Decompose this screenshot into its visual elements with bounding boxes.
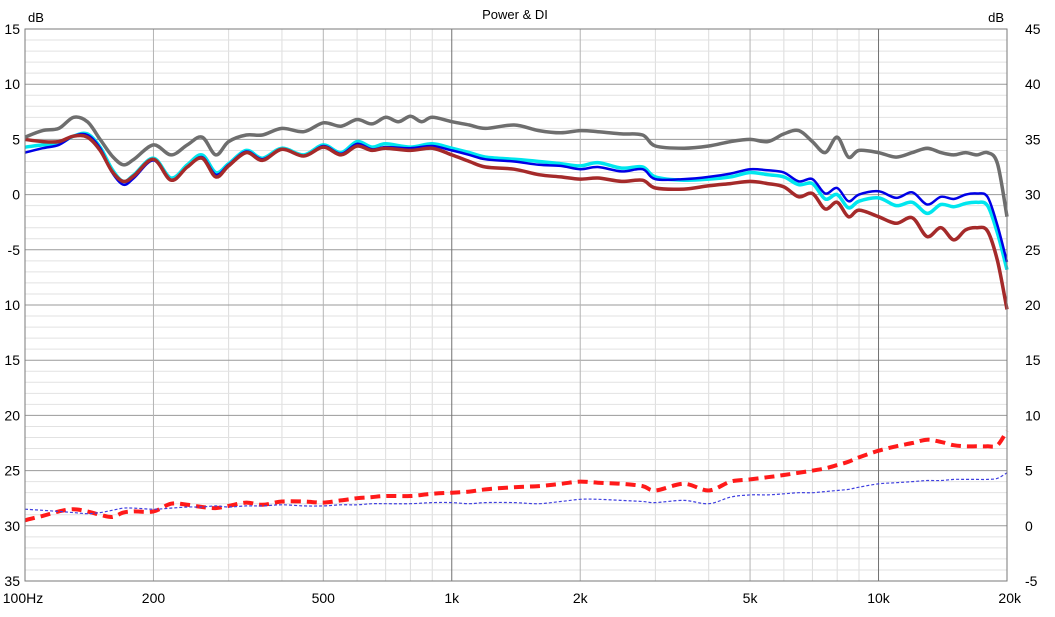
x-axis-ticks: 100Hz 200 500 1k 2k 5k 10k 20k [3, 590, 1022, 606]
left-tick-label: 15 [4, 352, 20, 368]
right-tick-label: -5 [1025, 573, 1038, 589]
x-tick-label: 100Hz [3, 590, 43, 606]
right-tick-label: 10 [1025, 407, 1041, 423]
right-tick-label: 25 [1025, 242, 1041, 258]
left-axis-unit: dB [28, 10, 44, 25]
left-tick-label: 10 [4, 297, 20, 313]
right-axis-ticks: 45 40 35 30 25 20 15 10 5 0 -5 [1025, 21, 1041, 589]
left-tick-label: 35 [4, 573, 20, 589]
left-tick-label: -5 [8, 242, 21, 258]
plot-frame [24, 28, 1008, 582]
x-tick-label: 1k [444, 590, 460, 606]
right-tick-label: 30 [1025, 187, 1041, 203]
left-tick-label: 30 [4, 518, 20, 534]
left-axis-ticks: 15 10 5 0 -5 10 15 20 25 30 35 [4, 21, 20, 589]
series-line-4 [24, 429, 1009, 523]
right-tick-label: 35 [1025, 131, 1041, 147]
left-tick-label: 5 [12, 131, 20, 147]
left-tick-label: 20 [4, 407, 20, 423]
chart-title: Power & DI [482, 7, 548, 22]
left-tick-label: 10 [4, 76, 20, 92]
right-tick-label: 5 [1025, 463, 1033, 479]
right-tick-label: 40 [1025, 76, 1041, 92]
x-tick-label: 5k [743, 590, 759, 606]
major-grid [24, 28, 1008, 582]
left-tick-label: 0 [12, 187, 20, 203]
left-tick-label: 15 [4, 21, 20, 37]
x-tick-label: 20k [998, 590, 1022, 606]
right-tick-label: 0 [1025, 518, 1033, 534]
series-line-2 [24, 133, 1009, 310]
left-tick-label: 25 [4, 463, 20, 479]
right-tick-label: 45 [1025, 21, 1041, 37]
right-axis-unit: dB [988, 10, 1004, 25]
x-tick-label: 200 [142, 590, 166, 606]
x-tick-label: 2k [573, 590, 589, 606]
x-tick-label: 10k [867, 590, 891, 606]
series-line-5 [24, 472, 1008, 515]
right-tick-label: 20 [1025, 297, 1041, 313]
x-tick-label: 500 [312, 590, 336, 606]
right-tick-label: 15 [1025, 352, 1041, 368]
series-line-3 [24, 114, 1009, 218]
series-group [24, 114, 1009, 523]
